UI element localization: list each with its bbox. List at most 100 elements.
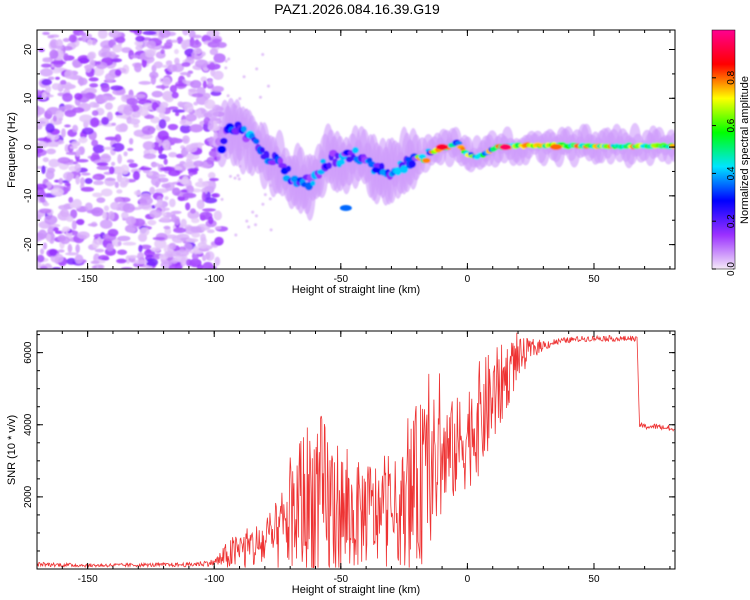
spectral-noise-blob bbox=[133, 259, 148, 265]
figure-title: PAZ1.2026.084.16.39.G19 bbox=[274, 1, 440, 17]
spectral-noise-blob bbox=[181, 62, 191, 67]
snr-frame bbox=[36, 330, 676, 570]
spectral-noise-blob bbox=[209, 48, 219, 56]
spectral-noise-blob bbox=[187, 168, 199, 173]
spectral-ridge-blob bbox=[286, 165, 292, 172]
spectral-noise-blob bbox=[168, 264, 177, 269]
x-tick-label: 0 bbox=[465, 574, 471, 585]
spectral-noise-blob bbox=[62, 38, 71, 43]
spectral-noise-blob bbox=[78, 136, 88, 144]
spectral-noise-blob bbox=[167, 123, 179, 131]
spectral-noise-blob bbox=[143, 153, 157, 160]
spectral-ridge-blob bbox=[394, 166, 402, 176]
spectral-ridge-blob bbox=[320, 158, 327, 164]
spectral-noise-blob bbox=[91, 139, 99, 147]
spectral-noise-blob bbox=[134, 62, 142, 73]
spectral-noise-blob bbox=[88, 101, 98, 108]
spectral-noise-blob bbox=[207, 120, 214, 130]
spectral-noise-blob bbox=[67, 243, 73, 254]
spectral-noise-blob bbox=[46, 233, 51, 242]
spectral-noise-blob bbox=[77, 77, 88, 86]
spectral-noise-blob bbox=[123, 151, 128, 157]
spectral-noise-blob bbox=[50, 188, 64, 196]
snr-y-label: SNR (10 * v/v) bbox=[6, 415, 18, 485]
spectral-noise-blob bbox=[52, 69, 61, 74]
spectral-noise-blob bbox=[145, 49, 155, 58]
x-tick-label: -150 bbox=[78, 274, 98, 285]
spectral-noise-blob bbox=[41, 78, 52, 86]
spectral-noise-blob bbox=[41, 165, 46, 175]
spectral-noise-blob bbox=[96, 61, 101, 65]
spectral-ridge-blob bbox=[422, 157, 431, 164]
spectral-noise-blob bbox=[150, 247, 161, 252]
spectral-noise-blob bbox=[81, 33, 88, 43]
spectral-noise-dot bbox=[269, 228, 273, 232]
spectral-noise-blob bbox=[137, 252, 145, 261]
spectral-noise-blob bbox=[204, 99, 216, 110]
spectral-noise-blob bbox=[144, 114, 155, 119]
spectral-noise-blob bbox=[66, 216, 74, 222]
spectral-noise-blob bbox=[160, 49, 165, 55]
spectral-noise-blob bbox=[138, 244, 143, 253]
spectral-noise-blob bbox=[115, 36, 126, 44]
spectral-noise-blob bbox=[47, 34, 55, 39]
spectral-noise-blob bbox=[169, 198, 176, 208]
colorbar-tick-label: 0.6 bbox=[726, 118, 737, 132]
spectral-noise-blob bbox=[188, 173, 194, 177]
spectral-noise-blob bbox=[65, 252, 79, 256]
spectral-noise-blob bbox=[75, 175, 80, 185]
spectral-noise-blob bbox=[86, 38, 93, 46]
spectral-noise-blob bbox=[125, 216, 137, 226]
spectral-noise-blob bbox=[192, 246, 200, 255]
spectral-noise-blob bbox=[182, 30, 189, 36]
spectral-noise-blob bbox=[102, 146, 115, 150]
spectral-noise-blob bbox=[37, 106, 45, 116]
spectral-noise-blob bbox=[145, 258, 159, 267]
spectral-noise-blob bbox=[145, 249, 152, 254]
spectral-noise-blob bbox=[64, 182, 71, 187]
spectral-ridge-blob bbox=[278, 163, 287, 169]
x-tick-label: -150 bbox=[78, 574, 98, 585]
spectral-noise-blob bbox=[75, 244, 80, 254]
spectral-noise-blob bbox=[163, 158, 168, 165]
spectral-noise-blob bbox=[151, 90, 163, 98]
spectral-noise-blob bbox=[92, 192, 103, 198]
y-tick-label: 20 bbox=[23, 44, 34, 56]
spectral-noise-blob bbox=[172, 109, 186, 113]
spectral-noise-blob bbox=[72, 107, 85, 113]
spectral-noise-blob bbox=[110, 201, 120, 210]
colorbar-ticks: 0.0 0.2 0.4 0.6 0.8 bbox=[712, 70, 737, 276]
spectral-noise-blob bbox=[208, 216, 214, 225]
spectral-noise-blob bbox=[52, 60, 66, 65]
spectral-noise-blob bbox=[103, 205, 110, 212]
spectral-noise-blob bbox=[214, 236, 224, 246]
spectral-noise-blob bbox=[197, 241, 208, 249]
spectral-noise-blob bbox=[87, 52, 95, 61]
spectral-noise-blob bbox=[37, 147, 44, 154]
spectral-noise-blob bbox=[201, 191, 207, 202]
spectral-ridge-blob bbox=[290, 175, 299, 183]
spectral-noise-blob bbox=[57, 234, 67, 242]
spectral-noise-blob bbox=[160, 216, 171, 223]
spectral-noise-blob bbox=[110, 85, 124, 91]
spectral-noise-blob bbox=[164, 250, 176, 258]
spectral-noise-blob bbox=[84, 87, 97, 95]
spectral-noise-dot bbox=[251, 210, 255, 214]
spectral-noise-blob bbox=[114, 181, 119, 189]
spectral-noise-blob bbox=[48, 142, 59, 147]
spectral-noise-blob bbox=[72, 60, 81, 68]
spectrogram-frame bbox=[36, 29, 676, 270]
spectral-ridge-blob bbox=[455, 140, 463, 146]
spectral-noise-blob bbox=[37, 117, 50, 127]
spectral-noise-blob bbox=[139, 227, 150, 237]
spectral-noise-blob bbox=[157, 130, 169, 141]
spectral-ridge-blob bbox=[379, 162, 385, 171]
spectral-noise-blob bbox=[69, 145, 78, 149]
spectral-noise-blob bbox=[81, 127, 94, 135]
y-tick-label: 4000 bbox=[23, 413, 34, 436]
x-tick-label: 50 bbox=[588, 574, 600, 585]
spectral-noise-blob bbox=[96, 162, 109, 167]
spectral-noise-blob bbox=[182, 79, 187, 84]
spectral-noise-blob bbox=[120, 266, 133, 269]
spectral-noise-blob bbox=[51, 83, 61, 91]
